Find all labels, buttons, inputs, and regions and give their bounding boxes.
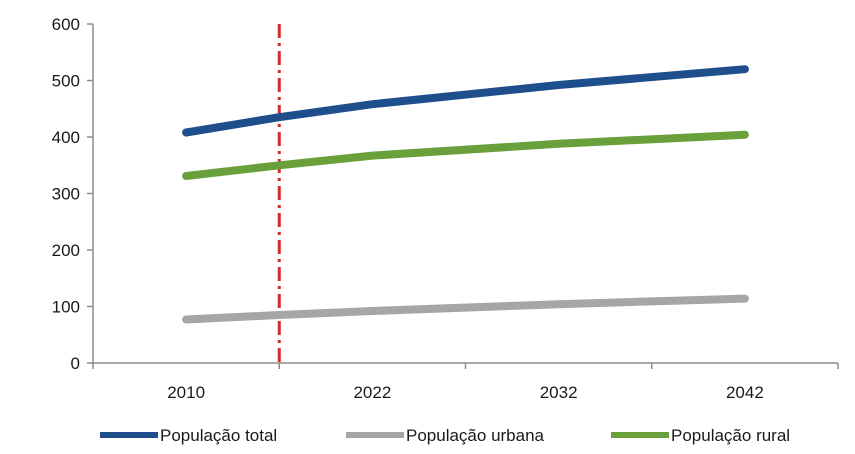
y-tick-label: 300 xyxy=(52,185,80,204)
x-tick-label: 2010 xyxy=(167,383,205,402)
legend-label: População rural xyxy=(671,426,790,445)
y-tick-label: 500 xyxy=(52,72,80,91)
legend-label: População urbana xyxy=(406,426,545,445)
series-line-2 xyxy=(182,294,749,324)
y-tick-label: 200 xyxy=(52,241,80,260)
y-tick-label: 0 xyxy=(71,354,80,373)
x-tick-label: 2042 xyxy=(726,383,764,402)
y-tick-label: 100 xyxy=(52,298,80,317)
series-layer xyxy=(182,65,749,324)
x-tick-label: 2032 xyxy=(540,383,578,402)
legend: População total População urbana População… xyxy=(100,426,790,445)
x-tick-label: 2022 xyxy=(353,383,391,402)
series-line-1 xyxy=(182,65,749,137)
y-tick-label: 400 xyxy=(52,128,80,147)
series-line-3 xyxy=(182,130,749,180)
chart-axes: 0 100 200 300 400 500 600 2010 2022 2032 2042 xyxy=(52,15,839,402)
y-tick-label: 600 xyxy=(52,15,80,34)
legend-label: População total xyxy=(160,426,277,445)
